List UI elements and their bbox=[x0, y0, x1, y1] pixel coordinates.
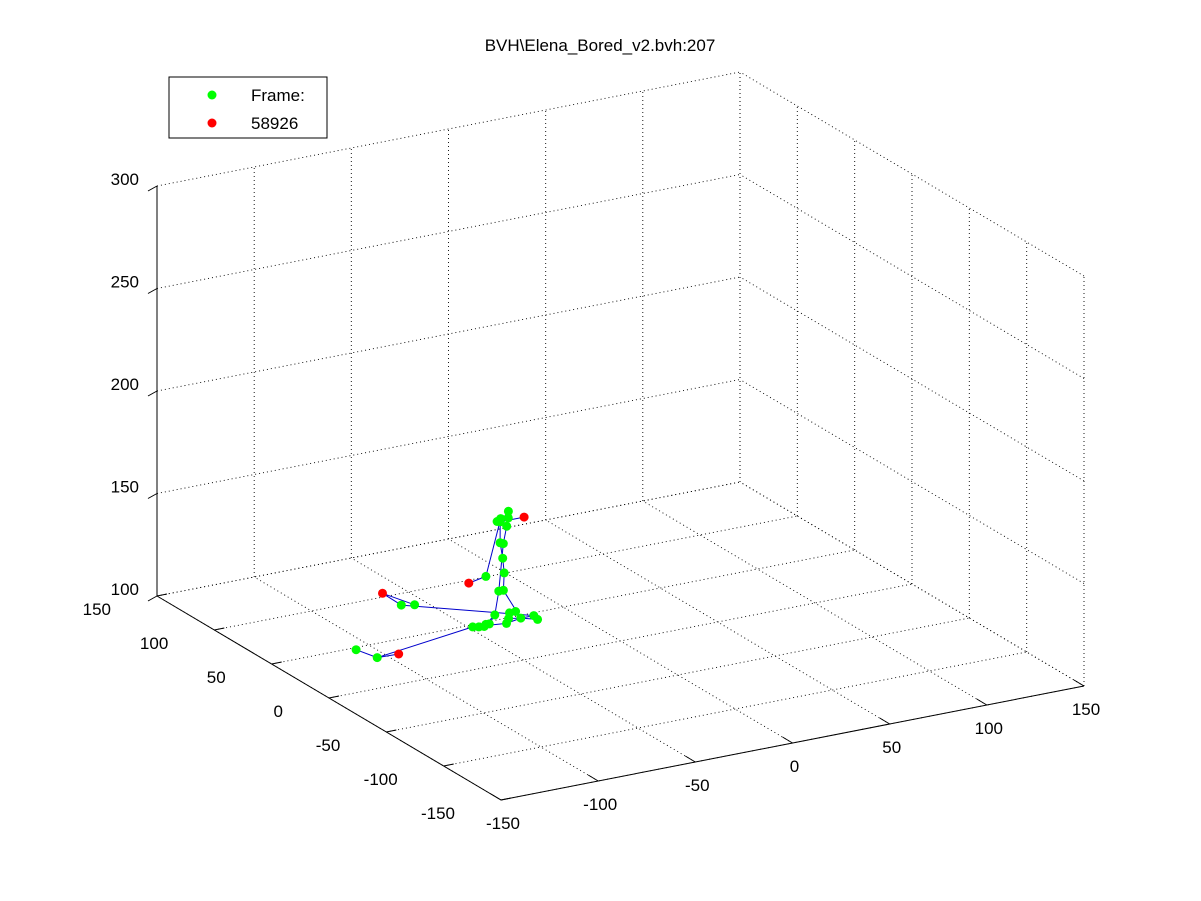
y-tick bbox=[500, 797, 512, 801]
joint-point-r-ankle bbox=[372, 653, 382, 663]
z-tick bbox=[147, 390, 158, 397]
x-tick bbox=[976, 698, 988, 706]
joint-point-l-foot-end bbox=[378, 588, 387, 598]
joint-point-r-foot-end bbox=[394, 649, 404, 659]
legend-label-number: 58926 bbox=[251, 114, 298, 133]
skeleton-joints bbox=[351, 506, 543, 663]
x-tick-label: -50 bbox=[685, 776, 710, 795]
joint-point-l-toe bbox=[410, 600, 420, 610]
legend-marker-frame bbox=[207, 90, 217, 100]
y-tick-label: -100 bbox=[364, 770, 398, 789]
x-tick-label: 150 bbox=[1072, 700, 1100, 719]
y-tick-label: -50 bbox=[316, 736, 341, 755]
x-tick bbox=[782, 736, 793, 744]
z-tick-label: 200 bbox=[111, 375, 139, 394]
tick-labels: -150-100-50050100150-150-100-50050100150… bbox=[83, 170, 1101, 833]
joint-point-r-wrist bbox=[490, 610, 500, 620]
y-tick bbox=[443, 763, 454, 767]
joint-point-r-elbow bbox=[494, 586, 504, 596]
x-tick bbox=[1073, 679, 1085, 687]
joint-point-r-toe bbox=[351, 645, 361, 655]
joint-point-head-end bbox=[503, 513, 513, 523]
x-tick bbox=[879, 717, 890, 725]
y-tick bbox=[328, 695, 340, 699]
y-tick-label: 100 bbox=[140, 634, 168, 653]
z-tick-label: 150 bbox=[111, 478, 139, 497]
y-tick-label: 150 bbox=[83, 600, 111, 619]
x-tick-label: -100 bbox=[583, 795, 617, 814]
y-tick-label: 0 bbox=[274, 702, 283, 721]
x-tick bbox=[490, 793, 502, 801]
joint-point-head-top bbox=[519, 512, 529, 522]
joint-point-hips bbox=[516, 613, 526, 623]
z-tick-label: 300 bbox=[111, 170, 139, 189]
legend: Frame: 58926 bbox=[168, 76, 328, 139]
joint-point-r-shoulder bbox=[498, 539, 508, 549]
y-tick-label: 50 bbox=[207, 668, 226, 687]
chart-title: BVH\Elena_Bored_v2.bvh:207 bbox=[485, 36, 716, 55]
z-tick-label: 250 bbox=[111, 273, 139, 292]
legend-box bbox=[168, 76, 328, 139]
joint-point-r-hip bbox=[502, 618, 511, 628]
legend-label-frame: Frame: bbox=[251, 86, 305, 105]
joint-point-l-elbow bbox=[481, 571, 491, 581]
z-tick bbox=[147, 493, 158, 499]
joint-point-l-ankle bbox=[396, 600, 406, 610]
y-tick bbox=[386, 729, 397, 733]
joint-point-l-shoulder bbox=[496, 514, 506, 524]
bone-r-shoulder-r-elbow bbox=[498, 543, 504, 592]
x-tick-label: 50 bbox=[882, 738, 901, 757]
joint-point-r-clavicle bbox=[502, 521, 512, 531]
x-tick-label: -150 bbox=[486, 814, 520, 833]
x-tick bbox=[587, 774, 599, 782]
joint-point-spine-2 bbox=[499, 568, 509, 578]
joint-point-l-wrist bbox=[464, 578, 474, 588]
y-tick bbox=[214, 627, 225, 631]
x-tick bbox=[685, 755, 696, 763]
bone-l-foot-end-l-toe bbox=[382, 592, 415, 606]
joint-point-spine-3 bbox=[498, 553, 508, 563]
bone-l-shoulder-l-elbow bbox=[485, 518, 502, 577]
z-tick bbox=[147, 185, 158, 192]
z-tick bbox=[147, 288, 158, 294]
bone-r-knee-r-ankle bbox=[377, 626, 473, 659]
joint-point-l-hip bbox=[529, 611, 539, 621]
x-tick-label: 0 bbox=[790, 757, 799, 776]
y-tick bbox=[271, 661, 282, 665]
x-tick-label: 100 bbox=[975, 719, 1003, 738]
axis-layer bbox=[147, 185, 1085, 801]
joint-point-r-hand-4 bbox=[484, 619, 494, 629]
y-tick-label: -150 bbox=[421, 804, 455, 823]
z-tick-label: 100 bbox=[111, 580, 139, 599]
joint-point-head bbox=[503, 506, 513, 516]
legend-marker-number bbox=[207, 118, 217, 128]
z-tick bbox=[147, 595, 158, 602]
y-tick bbox=[156, 593, 168, 597]
